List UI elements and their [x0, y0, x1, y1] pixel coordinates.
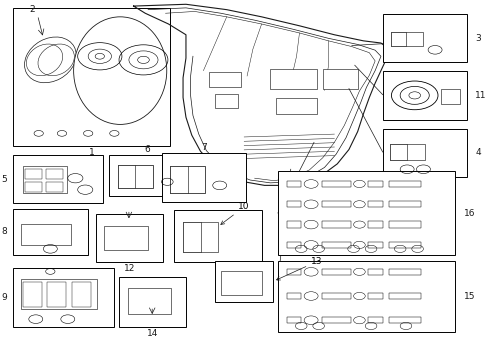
Bar: [367, 317, 382, 323]
Bar: [286, 317, 301, 323]
Bar: [286, 242, 301, 248]
Text: 12: 12: [123, 265, 135, 274]
Bar: [388, 242, 420, 248]
Bar: [321, 317, 350, 323]
Bar: [46, 169, 62, 179]
Ellipse shape: [24, 37, 76, 83]
Text: 2: 2: [29, 5, 35, 14]
Bar: [389, 144, 424, 160]
Bar: [388, 201, 420, 207]
Bar: [321, 221, 350, 228]
Bar: [127, 288, 171, 315]
Bar: [118, 165, 135, 188]
Bar: [277, 261, 454, 332]
Bar: [23, 166, 66, 193]
Text: 5: 5: [1, 175, 7, 184]
Bar: [21, 279, 97, 309]
Bar: [13, 155, 102, 203]
Bar: [183, 222, 200, 252]
Bar: [388, 317, 420, 323]
Bar: [104, 226, 148, 250]
Bar: [209, 72, 241, 87]
Bar: [286, 293, 301, 299]
Bar: [13, 8, 169, 146]
Bar: [170, 166, 205, 193]
Text: 9: 9: [1, 293, 7, 302]
Text: 7: 7: [201, 143, 206, 152]
Bar: [170, 166, 187, 193]
Bar: [321, 181, 350, 187]
Bar: [367, 221, 382, 228]
Bar: [221, 271, 261, 295]
Bar: [25, 169, 41, 179]
Bar: [21, 224, 71, 244]
Text: 11: 11: [474, 91, 486, 100]
Bar: [286, 181, 301, 187]
Bar: [321, 293, 350, 299]
Bar: [286, 221, 301, 228]
Bar: [119, 277, 185, 327]
Text: 14: 14: [146, 329, 158, 338]
Bar: [389, 144, 407, 160]
Text: 10: 10: [221, 202, 249, 225]
Text: 1: 1: [89, 148, 94, 157]
Bar: [13, 268, 114, 327]
Bar: [388, 269, 420, 275]
Bar: [96, 214, 163, 262]
Bar: [46, 182, 62, 192]
Bar: [13, 209, 88, 255]
Bar: [388, 293, 420, 299]
Bar: [367, 181, 382, 187]
Bar: [440, 89, 459, 104]
Bar: [367, 201, 382, 207]
Bar: [174, 211, 261, 262]
Bar: [25, 182, 41, 192]
Text: 8: 8: [1, 228, 7, 237]
Bar: [72, 282, 90, 307]
Bar: [321, 201, 350, 207]
Text: 13: 13: [276, 257, 322, 280]
Text: 15: 15: [463, 292, 474, 301]
Bar: [321, 269, 350, 275]
Bar: [388, 181, 420, 187]
Bar: [276, 98, 316, 114]
Bar: [367, 293, 382, 299]
Bar: [161, 153, 245, 202]
Bar: [215, 94, 238, 108]
Bar: [321, 242, 350, 248]
Bar: [382, 71, 466, 120]
Bar: [390, 32, 423, 46]
Bar: [215, 261, 273, 302]
Text: 4: 4: [474, 148, 480, 157]
Bar: [367, 242, 382, 248]
Bar: [382, 14, 466, 62]
Bar: [367, 269, 382, 275]
Bar: [183, 222, 218, 252]
Bar: [109, 155, 184, 196]
Bar: [277, 171, 454, 255]
Bar: [286, 269, 301, 275]
Bar: [23, 282, 41, 307]
Text: 16: 16: [463, 209, 474, 218]
Bar: [382, 129, 466, 177]
Ellipse shape: [74, 17, 166, 125]
Text: 3: 3: [474, 34, 480, 43]
Bar: [118, 165, 152, 188]
Bar: [390, 32, 405, 46]
Bar: [47, 282, 66, 307]
Bar: [270, 69, 316, 89]
Bar: [322, 69, 357, 89]
Bar: [388, 221, 420, 228]
Bar: [286, 201, 301, 207]
Text: 6: 6: [144, 145, 149, 154]
